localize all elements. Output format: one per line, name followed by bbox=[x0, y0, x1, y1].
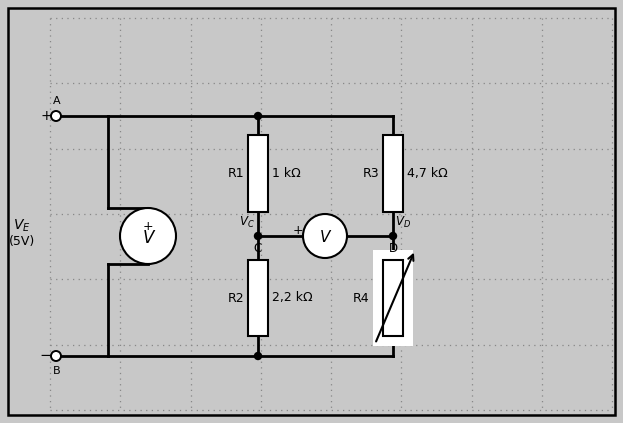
Text: $V_D$: $V_D$ bbox=[395, 214, 411, 230]
Text: 4,7 kΩ: 4,7 kΩ bbox=[407, 167, 448, 180]
Bar bbox=[373, 250, 413, 346]
Circle shape bbox=[303, 214, 347, 258]
Text: −: − bbox=[40, 349, 52, 363]
Circle shape bbox=[255, 233, 262, 239]
Text: +: + bbox=[143, 220, 153, 233]
Circle shape bbox=[389, 233, 396, 239]
Text: R3: R3 bbox=[363, 167, 379, 180]
Text: (5V): (5V) bbox=[9, 236, 35, 248]
Text: 2,2 kΩ: 2,2 kΩ bbox=[272, 291, 313, 305]
Text: A: A bbox=[53, 96, 61, 106]
Text: R2: R2 bbox=[227, 291, 244, 305]
Text: $V_E$: $V_E$ bbox=[13, 218, 31, 234]
Text: R1: R1 bbox=[227, 167, 244, 180]
Bar bbox=[383, 260, 403, 336]
Text: V: V bbox=[320, 231, 330, 245]
Bar bbox=[248, 260, 268, 336]
Text: B: B bbox=[53, 366, 61, 376]
Text: +: + bbox=[40, 109, 52, 123]
Bar bbox=[248, 135, 268, 212]
Circle shape bbox=[51, 111, 61, 121]
Circle shape bbox=[255, 352, 262, 360]
Circle shape bbox=[120, 208, 176, 264]
Text: R4: R4 bbox=[353, 291, 369, 305]
Circle shape bbox=[51, 351, 61, 361]
Text: C: C bbox=[254, 242, 262, 255]
Text: $V_C$: $V_C$ bbox=[239, 214, 255, 230]
Circle shape bbox=[255, 113, 262, 120]
Text: D: D bbox=[388, 242, 397, 255]
Text: 1 kΩ: 1 kΩ bbox=[272, 167, 301, 180]
Text: +: + bbox=[293, 223, 303, 236]
Text: V: V bbox=[142, 229, 154, 247]
Bar bbox=[383, 135, 403, 212]
